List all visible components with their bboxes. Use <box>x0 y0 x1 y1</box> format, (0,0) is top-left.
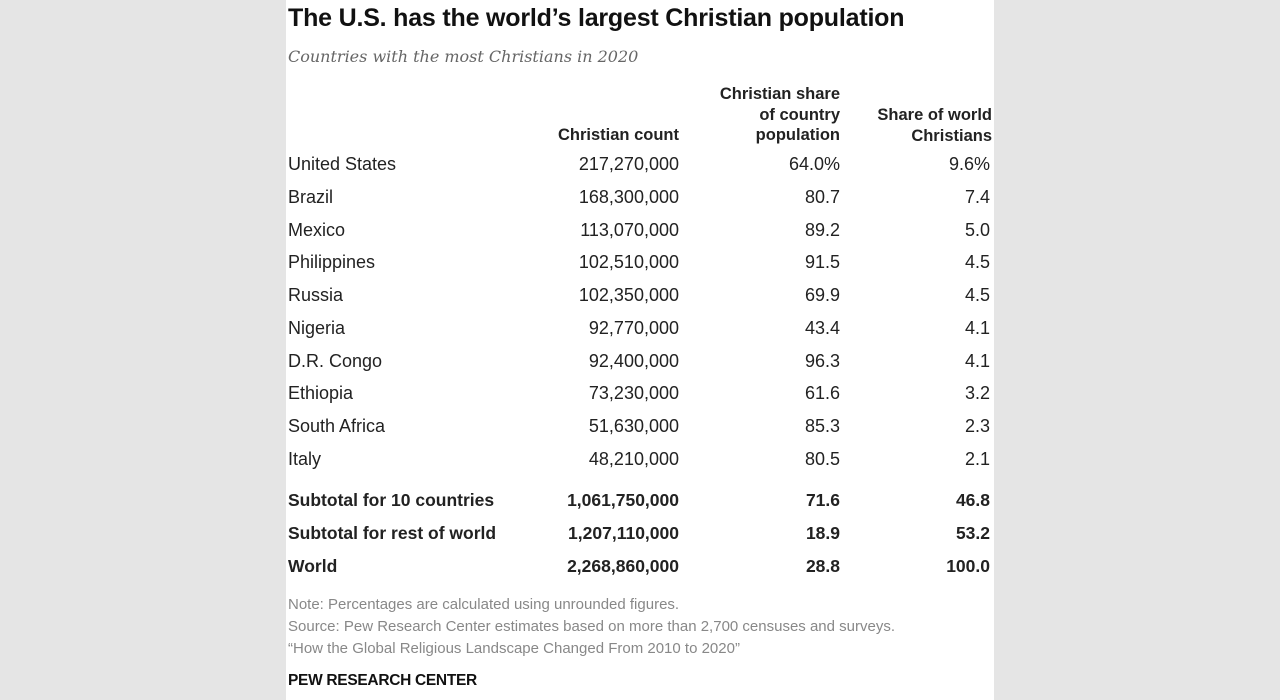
share-world-cell: 2.1 <box>964 448 990 469</box>
subtitle: Countries with the most Christians in 20… <box>288 47 639 66</box>
share-country-cell: 91.5 <box>804 252 840 273</box>
count-cell: 73,230,000 <box>588 383 679 404</box>
page-title: The U.S. has the world’s largest Christi… <box>288 4 905 32</box>
count-cell: 92,770,000 <box>588 317 679 338</box>
table-row: Russia 102,350,000 69.9 4.5 <box>288 279 992 311</box>
count-cell: 51,630,000 <box>588 416 679 436</box>
count-cell: 2,268,860,000 <box>567 556 679 576</box>
share-world-cell: 4.1 <box>964 317 990 338</box>
share-country-cell: 96.3 <box>804 350 840 371</box>
count-cell: 113,070,000 <box>580 219 679 240</box>
share-country-cell: 64.0% <box>788 154 840 174</box>
share-world-cell: 4.5 <box>964 285 990 305</box>
share-country-cell: 61.6 <box>804 383 840 404</box>
share-country-cell: 89.2 <box>804 219 840 240</box>
count-cell: 102,350,000 <box>578 285 679 305</box>
table-row: Mexico 113,070,000 89.2 5.0 <box>288 214 992 246</box>
share-world-cell: 46.8 <box>955 490 990 510</box>
country-cell: Russia <box>288 285 344 305</box>
total-row: World 2,268,860,000 28.8 100.0 <box>288 550 992 582</box>
table-row: Ethiopia 73,230,000 61.6 3.2 <box>288 377 992 409</box>
table-row: United States 217,270,000 64.0% 9.6% <box>288 148 992 180</box>
header-line: population <box>755 126 840 144</box>
share-country-cell: 71.6 <box>805 490 840 510</box>
share-country-cell: 18.9 <box>805 523 840 543</box>
table-row: Italy 48,210,000 80.5 2.1 <box>288 443 992 475</box>
header-share-world: Share of world Christians <box>877 105 992 146</box>
header-line: Christian share <box>719 85 840 103</box>
share-world-cell: 53.2 <box>955 523 990 543</box>
share-world-cell: 4.1 <box>964 350 990 371</box>
share-world-cell: 9.6% <box>948 154 990 174</box>
country-cell: Subtotal for rest of world <box>288 523 497 543</box>
table-row: South Africa 51,630,000 85.3 2.3 <box>288 410 992 442</box>
header-christian-count: Christian count <box>557 126 679 144</box>
table-row: Nigeria 92,770,000 43.4 4.1 <box>288 312 992 344</box>
country-cell: Brazil <box>288 186 334 207</box>
notes: Note: Percentages are calculated using u… <box>288 594 895 660</box>
report-title: “How the Global Religious Landscape Chan… <box>288 640 740 657</box>
header-line: Christians <box>911 126 992 145</box>
share-country-cell: 80.5 <box>804 448 840 469</box>
count-cell: 102,510,000 <box>578 252 679 273</box>
country-cell: Subtotal for 10 countries <box>288 490 495 510</box>
share-country-cell: 28.8 <box>805 556 840 576</box>
header-share-country: Christian share of country population <box>720 84 840 146</box>
country-cell: Nigeria <box>288 317 346 338</box>
note-text: Note: Percentages are calculated using u… <box>288 596 680 613</box>
brand-logo: PEW RESEARCH CENTER <box>288 672 477 689</box>
share-country-cell: 80.7 <box>804 186 840 207</box>
share-world-cell: 7.4 <box>964 186 990 207</box>
country-cell: Italy <box>288 448 322 469</box>
country-cell: South Africa <box>288 416 386 436</box>
count-cell: 92,400,000 <box>588 350 679 371</box>
country-cell: Mexico <box>288 219 346 240</box>
share-country-cell: 43.4 <box>804 317 840 338</box>
share-country-cell: 85.3 <box>804 416 840 436</box>
count-cell: 217,270,000 <box>578 154 679 174</box>
count-cell: 1,207,110,000 <box>568 523 679 543</box>
share-world-cell: 3.2 <box>964 383 990 404</box>
country-cell: Philippines <box>288 252 376 273</box>
share-country-cell: 69.9 <box>804 285 840 305</box>
country-cell: United States <box>288 154 397 174</box>
country-cell: Ethiopia <box>288 383 354 404</box>
count-cell: 1,061,750,000 <box>567 490 679 510</box>
header-line: Share of world <box>877 106 992 124</box>
source-text: Source: Pew Research Center estimates ba… <box>288 618 895 635</box>
share-world-cell: 100.0 <box>946 556 990 576</box>
share-world-cell: 2.3 <box>964 416 990 436</box>
chart-panel: The U.S. has the world’s largest Christi… <box>286 0 994 700</box>
total-row: Subtotal for 10 countries 1,061,750,000 71… <box>288 484 992 516</box>
count-cell: 48,210,000 <box>588 448 679 469</box>
total-row: Subtotal for rest of world 1,207,110,000 1… <box>288 517 992 549</box>
table-row: D.R. Congo 92,400,000 96.3 4.1 <box>288 345 992 377</box>
share-world-cell: 4.5 <box>964 252 990 273</box>
country-cell: D.R. Congo <box>288 350 383 371</box>
table-row: Brazil 168,300,000 80.7 7.4 <box>288 181 992 213</box>
header-line: of country <box>759 105 840 124</box>
country-cell: World <box>288 556 338 576</box>
table-row: Philippines 102,510,000 91.5 4.5 <box>288 246 992 278</box>
share-world-cell: 5.0 <box>964 219 990 240</box>
count-cell: 168,300,000 <box>578 186 679 207</box>
